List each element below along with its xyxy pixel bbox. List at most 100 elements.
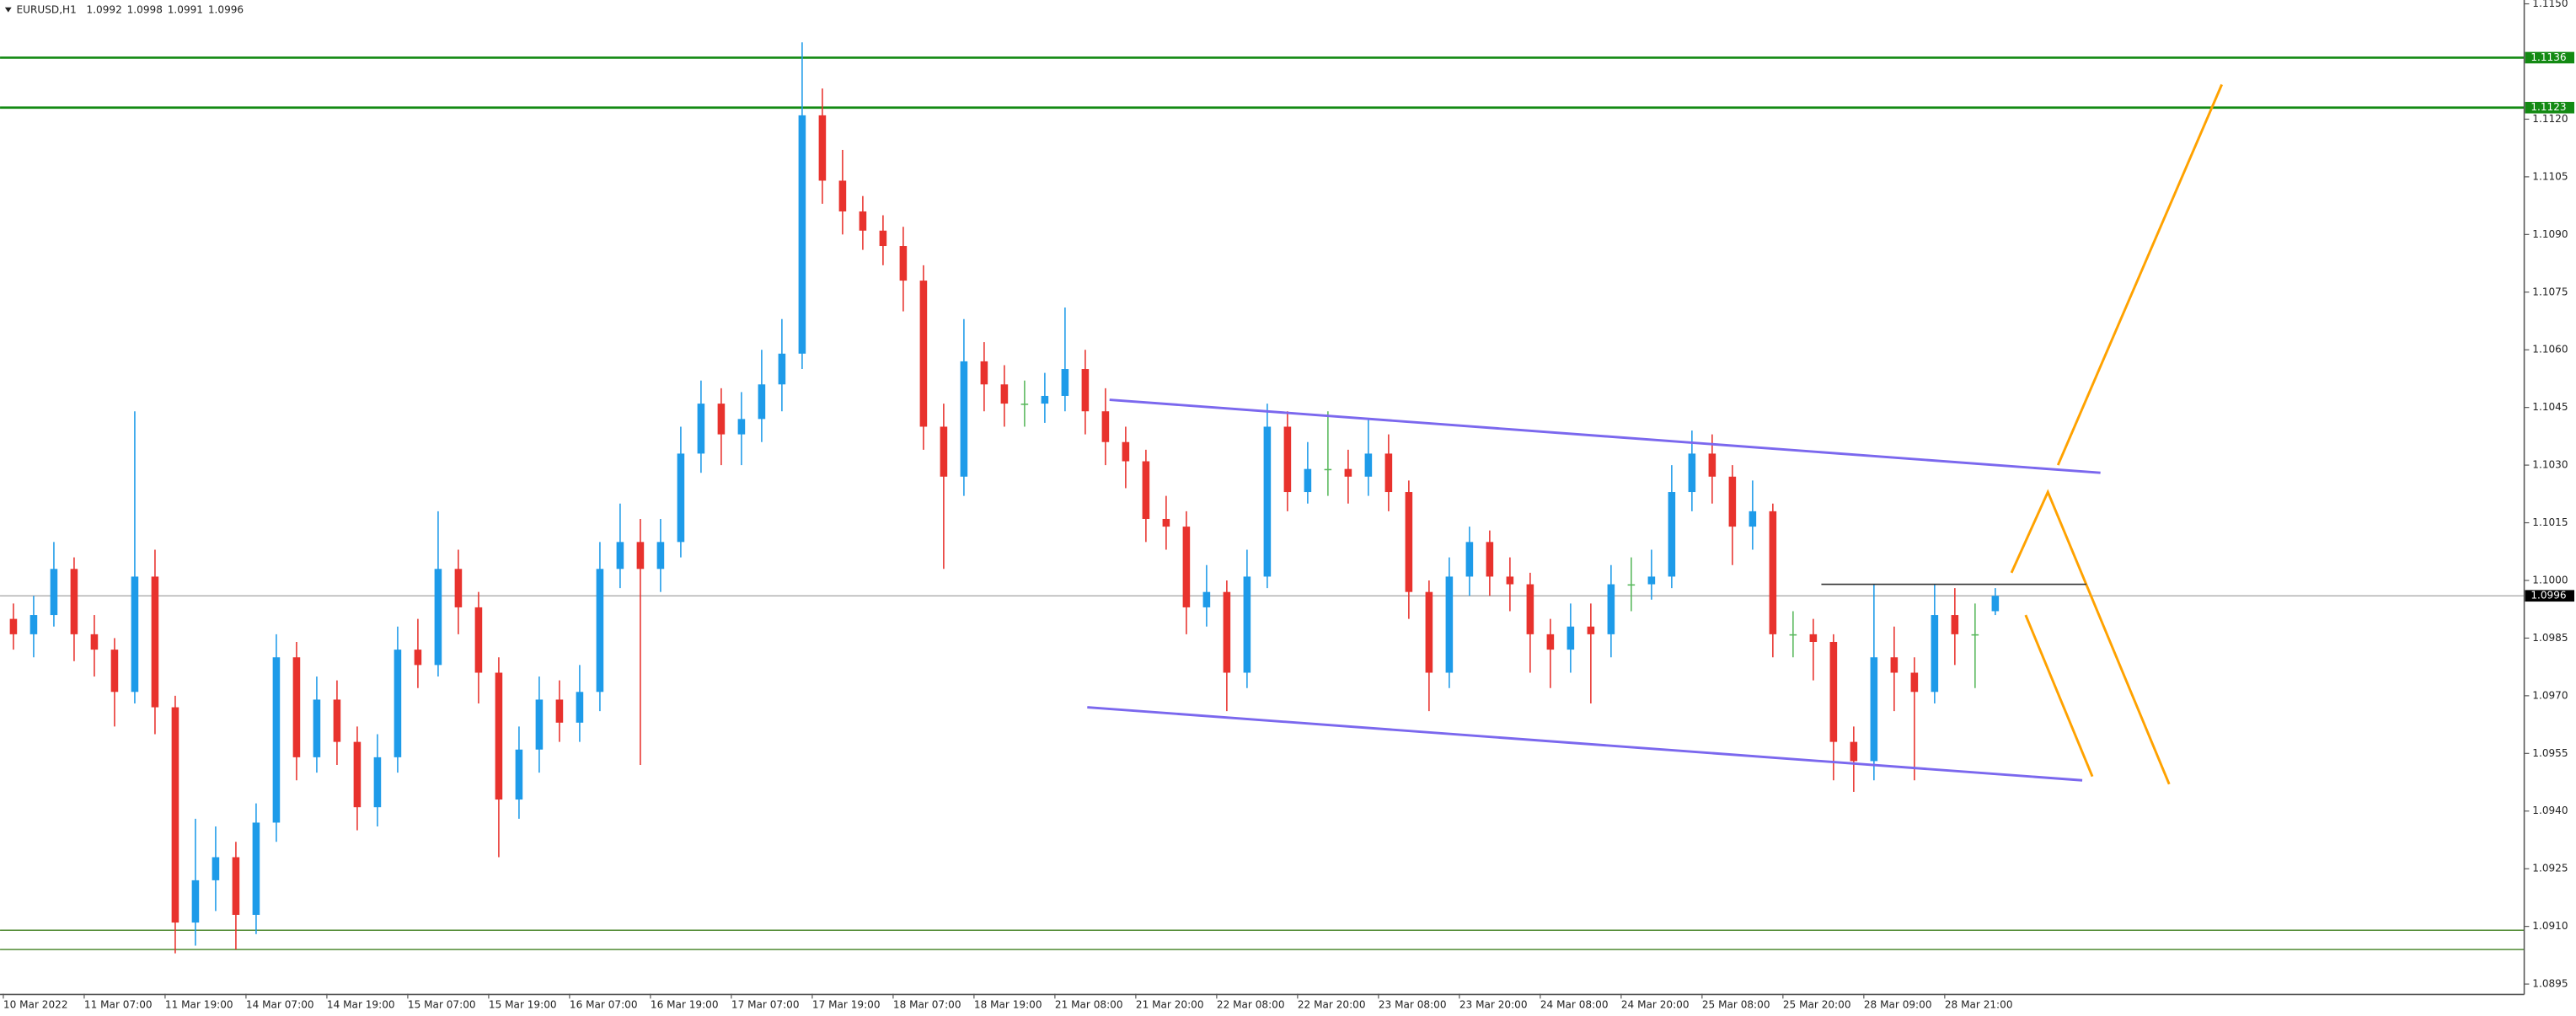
candle-body — [454, 569, 463, 607]
current-price-box — [2525, 590, 2575, 602]
candle-body — [1850, 741, 1858, 762]
candle-body — [495, 672, 503, 800]
candle-body — [191, 880, 200, 923]
candle-body — [434, 569, 442, 666]
candle-body — [1223, 591, 1231, 673]
x-tick-label: 28 Mar 09:00 — [1864, 999, 1932, 1011]
y-tick-label: 1.1120 — [2532, 113, 2568, 125]
candle-body — [576, 692, 584, 723]
candle-body — [838, 180, 847, 211]
menu-triangle[interactable] — [4, 7, 12, 13]
x-tick-label: 10 Mar 2022 — [3, 999, 68, 1011]
candle-body — [1708, 453, 1716, 477]
candle-body — [1890, 657, 1899, 673]
candle-body — [778, 353, 786, 385]
candle-body — [1951, 615, 1959, 634]
candle-body — [1587, 626, 1595, 634]
y-tick-label: 1.0940 — [2532, 805, 2568, 816]
candle-body — [373, 757, 382, 808]
candle-body — [818, 115, 827, 181]
candle-body — [980, 361, 988, 385]
y-tick-label: 1.0925 — [2532, 863, 2568, 874]
y-tick-label: 1.0895 — [2532, 978, 2568, 990]
candle-body — [1546, 634, 1555, 650]
candle-body — [1182, 527, 1191, 607]
candle-body — [131, 576, 139, 692]
x-tick-label: 21 Mar 20:00 — [1136, 999, 1204, 1011]
candle-body — [1910, 672, 1919, 692]
candle-body — [1425, 591, 1433, 673]
y-tick-label: 1.1030 — [2532, 459, 2568, 471]
candle-body — [292, 657, 301, 757]
candle-body — [1041, 395, 1049, 404]
x-tick-label: 15 Mar 07:00 — [408, 999, 476, 1011]
candle-body — [9, 618, 18, 634]
candle-body — [1000, 384, 1009, 404]
candle-body — [1809, 634, 1818, 642]
y-tick-label: 1.1045 — [2532, 401, 2568, 413]
candle-body — [1324, 468, 1332, 471]
x-tick-label: 18 Mar 07:00 — [893, 999, 961, 1011]
candle-body — [333, 699, 341, 742]
candle-body — [960, 361, 968, 477]
x-tick-label: 22 Mar 08:00 — [1217, 999, 1285, 1011]
level-label-box — [2525, 51, 2575, 64]
candle-body — [1789, 634, 1797, 636]
candle-body — [151, 576, 159, 708]
x-tick-label: 25 Mar 08:00 — [1702, 999, 1770, 1011]
candle-body — [1364, 453, 1373, 477]
x-tick-label: 11 Mar 19:00 — [165, 999, 233, 1011]
candle-body — [859, 211, 867, 231]
x-tick-label: 17 Mar 07:00 — [731, 999, 800, 1011]
x-tick-label: 24 Mar 20:00 — [1621, 999, 1690, 1011]
level-label: 1.1136 — [2530, 51, 2566, 63]
x-tick-label: 21 Mar 08:00 — [1055, 999, 1123, 1011]
y-tick-label: 1.1090 — [2532, 228, 2568, 240]
header-value: 1.0991 — [168, 3, 203, 15]
y-tick-label: 1.0910 — [2532, 920, 2568, 932]
header-value: 1.0992 — [87, 3, 122, 15]
x-tick-label: 11 Mar 07:00 — [84, 999, 153, 1011]
x-tick-label: 23 Mar 20:00 — [1459, 999, 1528, 1011]
candle-body — [899, 246, 908, 281]
candle-body — [353, 741, 361, 808]
trendline — [1109, 398, 2101, 474]
x-tick-label: 28 Mar 21:00 — [1945, 999, 2013, 1011]
candle-body — [1627, 584, 1636, 586]
trendline — [1087, 706, 2083, 782]
level-label-box — [2525, 101, 2575, 114]
candle-body — [29, 615, 38, 634]
candle-body — [555, 699, 564, 723]
candle-body — [737, 419, 746, 435]
candle-body — [70, 569, 78, 634]
candle-body — [1607, 584, 1615, 634]
y-tick-label: 1.1000 — [2532, 574, 2568, 586]
x-tick-label: 25 Mar 20:00 — [1783, 999, 1851, 1011]
candle-body — [1445, 576, 1454, 673]
candle-body — [1122, 441, 1130, 462]
candle-body — [717, 404, 726, 435]
candle-body — [171, 707, 179, 923]
candle-body — [1162, 518, 1170, 527]
plot-area — [0, 42, 2525, 954]
candle-body — [50, 569, 58, 616]
x-tick-label: 17 Mar 19:00 — [812, 999, 881, 1011]
level-label: 1.1123 — [2530, 101, 2566, 113]
candle-body — [1384, 453, 1393, 493]
candle-body — [798, 115, 806, 354]
candle-body — [1465, 542, 1474, 577]
candle-body — [1688, 453, 1696, 493]
candle-body — [1142, 461, 1150, 519]
candle-body — [212, 857, 220, 880]
candle-body — [1202, 591, 1211, 607]
candle-body — [110, 650, 119, 692]
candle-body — [1506, 576, 1514, 585]
candle-body — [1283, 426, 1292, 493]
candle-body — [879, 230, 887, 247]
candle-body — [940, 426, 948, 477]
trendline — [2010, 489, 2171, 785]
candle-body — [1829, 641, 1838, 742]
candle-body — [394, 650, 402, 757]
candle-body — [252, 822, 260, 915]
candle-body — [1991, 596, 2000, 612]
